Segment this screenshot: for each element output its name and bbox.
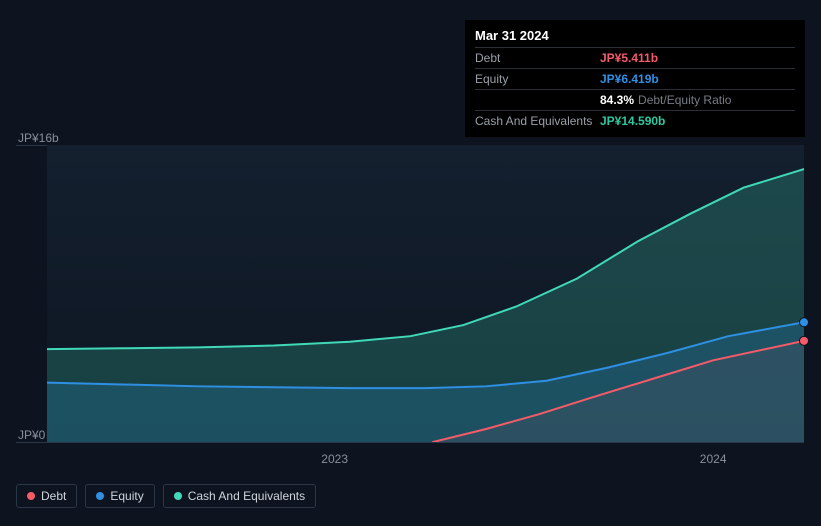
tooltip-date: Mar 31 2024 bbox=[475, 26, 795, 47]
tooltip-row-label bbox=[475, 93, 600, 107]
tooltip-row-value: JP¥14.590b bbox=[600, 114, 665, 128]
tooltip-row-value: JP¥6.419b bbox=[600, 72, 659, 86]
y-axis-label: JP¥16b bbox=[18, 131, 59, 145]
chart-container: Mar 31 2024 DebtJP¥5.411bEquityJP¥6.419b… bbox=[0, 0, 821, 526]
tooltip-row-value: JP¥5.411b bbox=[600, 51, 658, 65]
tooltip-row: Cash And EquivalentsJP¥14.590b bbox=[475, 110, 795, 131]
tooltip-row: 84.3%Debt/Equity Ratio bbox=[475, 89, 795, 110]
tooltip-row: EquityJP¥6.419b bbox=[475, 68, 795, 89]
tooltip-row-label: Debt bbox=[475, 51, 600, 65]
series-end-marker bbox=[800, 318, 809, 327]
tooltip-row-value: 84.3%Debt/Equity Ratio bbox=[600, 93, 731, 107]
tooltip-row: DebtJP¥5.411b bbox=[475, 47, 795, 68]
tooltip-row-label: Cash And Equivalents bbox=[475, 114, 600, 128]
data-tooltip: Mar 31 2024 DebtJP¥5.411bEquityJP¥6.419b… bbox=[465, 20, 805, 137]
tooltip-row-suffix: Debt/Equity Ratio bbox=[638, 93, 731, 107]
series-end-marker bbox=[800, 336, 809, 345]
tooltip-row-label: Equity bbox=[475, 72, 600, 86]
y-axis-label: JP¥0 bbox=[18, 428, 45, 442]
